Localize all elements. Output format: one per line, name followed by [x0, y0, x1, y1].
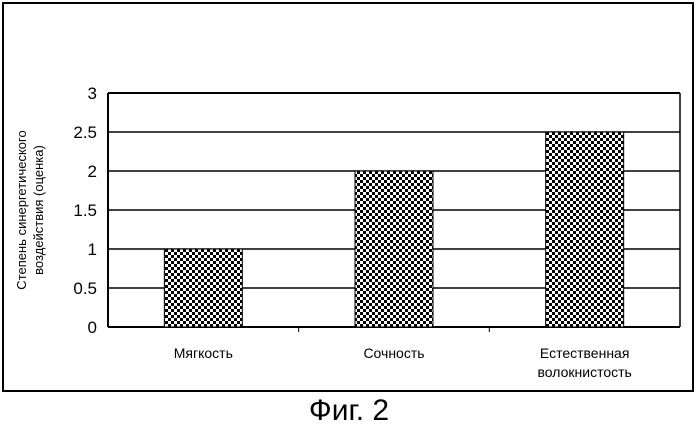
y-tick-label: 0 — [88, 318, 97, 337]
bar — [355, 171, 433, 327]
figure-caption: Фиг. 2 — [0, 393, 698, 429]
bar — [164, 249, 242, 327]
y-tick-labels: 0 0.5 1 1.5 2 2.5 3 — [73, 84, 97, 337]
y-axis-title-line: Степень синергетического — [14, 130, 29, 289]
bar — [546, 132, 624, 327]
category-label: Естественная волокнистость — [538, 345, 632, 380]
y-tick-label: 0.5 — [73, 279, 97, 298]
category-label: Сочность — [363, 345, 424, 361]
category-label: Мягкость — [174, 345, 233, 361]
bars — [164, 132, 623, 327]
y-axis-title: Степень синергетическоговоздействия (оце… — [14, 130, 46, 289]
category-label-line: Мягкость — [174, 345, 233, 361]
y-tick-label: 2 — [88, 162, 97, 181]
category-labels: Мягкость Сочность Естественная волокнистост… — [174, 345, 632, 380]
y-axis-title-line: воздействия (оценка) — [31, 145, 46, 275]
y-tick-label: 1 — [88, 240, 97, 259]
y-tick-label: 3 — [88, 84, 97, 103]
category-label-line: Сочность — [363, 345, 424, 361]
y-tick-label: 1.5 — [73, 201, 97, 220]
y-tick-label: 2.5 — [73, 123, 97, 142]
y-axis-label: Степень синергетическоговоздействия (оце… — [14, 130, 46, 289]
category-label-line: Естественная — [540, 345, 630, 361]
category-label-line: волокнистость — [538, 364, 632, 380]
